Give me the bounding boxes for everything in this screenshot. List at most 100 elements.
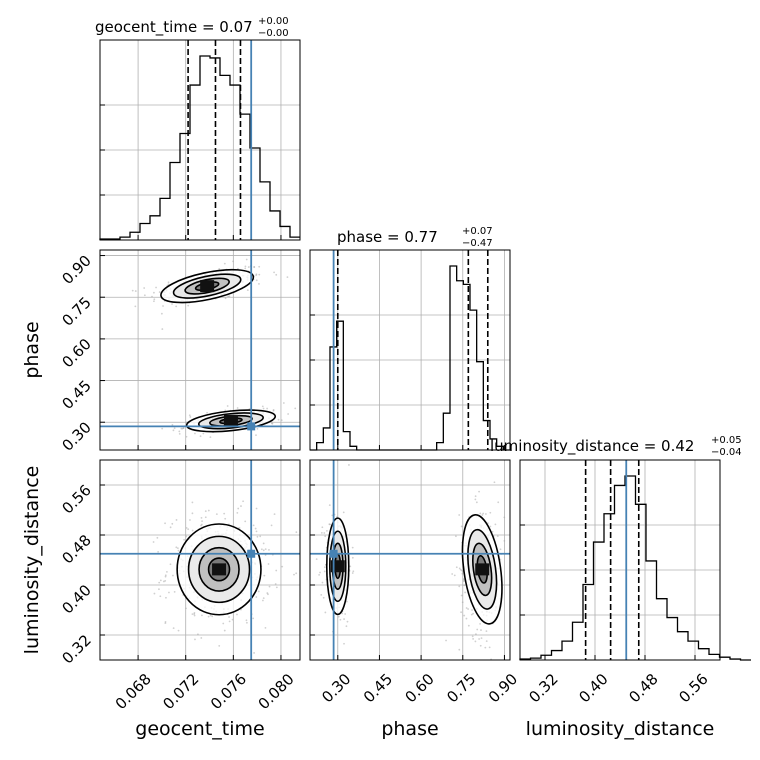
sample-point bbox=[226, 405, 229, 407]
sample-point bbox=[177, 629, 180, 632]
sample-point bbox=[258, 283, 260, 285]
sample-point bbox=[491, 530, 494, 533]
sample-point bbox=[158, 588, 160, 591]
sample-point bbox=[455, 566, 458, 569]
sample-point bbox=[255, 530, 258, 533]
sample-point bbox=[273, 271, 275, 274]
sample-point bbox=[197, 633, 199, 636]
sample-point bbox=[244, 265, 247, 268]
sample-point bbox=[189, 519, 191, 521]
sample-point bbox=[253, 266, 256, 269]
title-phase: phase = 0.77 +0.07 −0.47 bbox=[337, 226, 493, 249]
sample-point bbox=[211, 615, 214, 618]
density-core bbox=[475, 563, 490, 576]
sample-point bbox=[236, 407, 239, 409]
x-tick-label: 0.080 bbox=[255, 670, 298, 713]
sample-point bbox=[465, 617, 468, 620]
sample-point bbox=[463, 584, 466, 587]
hist-panel-geocent-time bbox=[99, 39, 301, 241]
sample-point bbox=[323, 532, 326, 534]
sample-point bbox=[351, 546, 354, 549]
sample-point bbox=[194, 638, 196, 641]
sample-point bbox=[172, 627, 175, 630]
sample-point bbox=[474, 495, 477, 498]
sample-point bbox=[480, 637, 483, 639]
sample-point bbox=[281, 565, 284, 568]
sample-point bbox=[185, 535, 188, 538]
sample-point bbox=[270, 422, 273, 425]
sample-point bbox=[320, 531, 323, 534]
sample-point bbox=[458, 567, 461, 570]
sample-point bbox=[472, 612, 475, 615]
sample-point bbox=[164, 575, 167, 578]
sample-point bbox=[273, 513, 276, 516]
sample-point bbox=[499, 548, 502, 551]
sample-point bbox=[255, 596, 258, 598]
sample-point bbox=[476, 628, 479, 631]
sample-point bbox=[321, 526, 324, 529]
sample-point bbox=[191, 501, 194, 504]
panel-frame bbox=[309, 249, 511, 451]
sample-point bbox=[171, 423, 174, 426]
sample-point bbox=[489, 525, 492, 528]
sample-point bbox=[224, 297, 227, 300]
title-geocent-time: geocent_time = 0.07 +0.00 −0.00 bbox=[95, 16, 289, 39]
sample-point bbox=[484, 513, 487, 515]
sample-point bbox=[223, 629, 226, 632]
sample-point bbox=[176, 547, 179, 550]
sample-point bbox=[259, 535, 262, 538]
sample-point bbox=[479, 512, 482, 515]
sample-point bbox=[262, 407, 265, 410]
sample-point bbox=[223, 262, 226, 265]
sample-point bbox=[245, 258, 248, 261]
sample-point bbox=[153, 291, 155, 294]
sample-point bbox=[228, 616, 230, 618]
x-tick-label: 0.40 bbox=[575, 670, 611, 706]
sample-point bbox=[342, 511, 345, 514]
sample-point bbox=[166, 570, 168, 573]
sample-point bbox=[236, 511, 239, 514]
sample-point bbox=[209, 614, 212, 617]
sample-point bbox=[131, 289, 134, 292]
x-tick-label: 0.56 bbox=[675, 670, 711, 706]
truth-marker bbox=[247, 549, 256, 558]
sample-point bbox=[205, 676, 207, 678]
sample-point bbox=[282, 402, 285, 404]
sample-point bbox=[272, 409, 275, 412]
sample-point bbox=[222, 622, 225, 625]
sample-point bbox=[315, 558, 318, 560]
sample-point bbox=[345, 600, 348, 603]
sample-point bbox=[485, 640, 488, 643]
sample-point bbox=[497, 501, 500, 504]
sample-point bbox=[267, 563, 270, 565]
svg-text:−0.04: −0.04 bbox=[711, 447, 742, 458]
sample-point bbox=[175, 546, 178, 549]
sample-point bbox=[238, 527, 241, 529]
sample-point bbox=[191, 529, 194, 532]
sample-point bbox=[143, 287, 146, 289]
ylabel-phase: phase bbox=[21, 321, 43, 378]
sample-point bbox=[164, 574, 167, 577]
sample-point bbox=[343, 642, 345, 645]
sample-point bbox=[164, 522, 166, 525]
y-tick-label: 0.45 bbox=[58, 377, 94, 413]
sample-point bbox=[295, 531, 298, 534]
x-tick-label: 0.45 bbox=[360, 670, 396, 706]
sample-point bbox=[255, 434, 257, 437]
sample-point bbox=[318, 574, 321, 576]
sample-point bbox=[481, 514, 484, 516]
sample-point bbox=[489, 511, 492, 514]
sample-point bbox=[158, 291, 161, 293]
sample-point bbox=[199, 435, 202, 438]
sample-point bbox=[268, 549, 270, 551]
sample-point bbox=[187, 304, 190, 307]
sample-point bbox=[256, 427, 259, 430]
sample-point bbox=[167, 281, 170, 284]
x-tick-label: 0.90 bbox=[485, 670, 521, 706]
sample-point bbox=[228, 620, 231, 623]
y-tick-label: 0.90 bbox=[58, 252, 94, 288]
svg-text:luminosity_distance = 0.42: luminosity_distance = 0.42 bbox=[490, 437, 694, 456]
x-tick-label: 0.072 bbox=[159, 670, 202, 713]
sample-point bbox=[326, 529, 328, 532]
sample-point bbox=[191, 512, 194, 515]
